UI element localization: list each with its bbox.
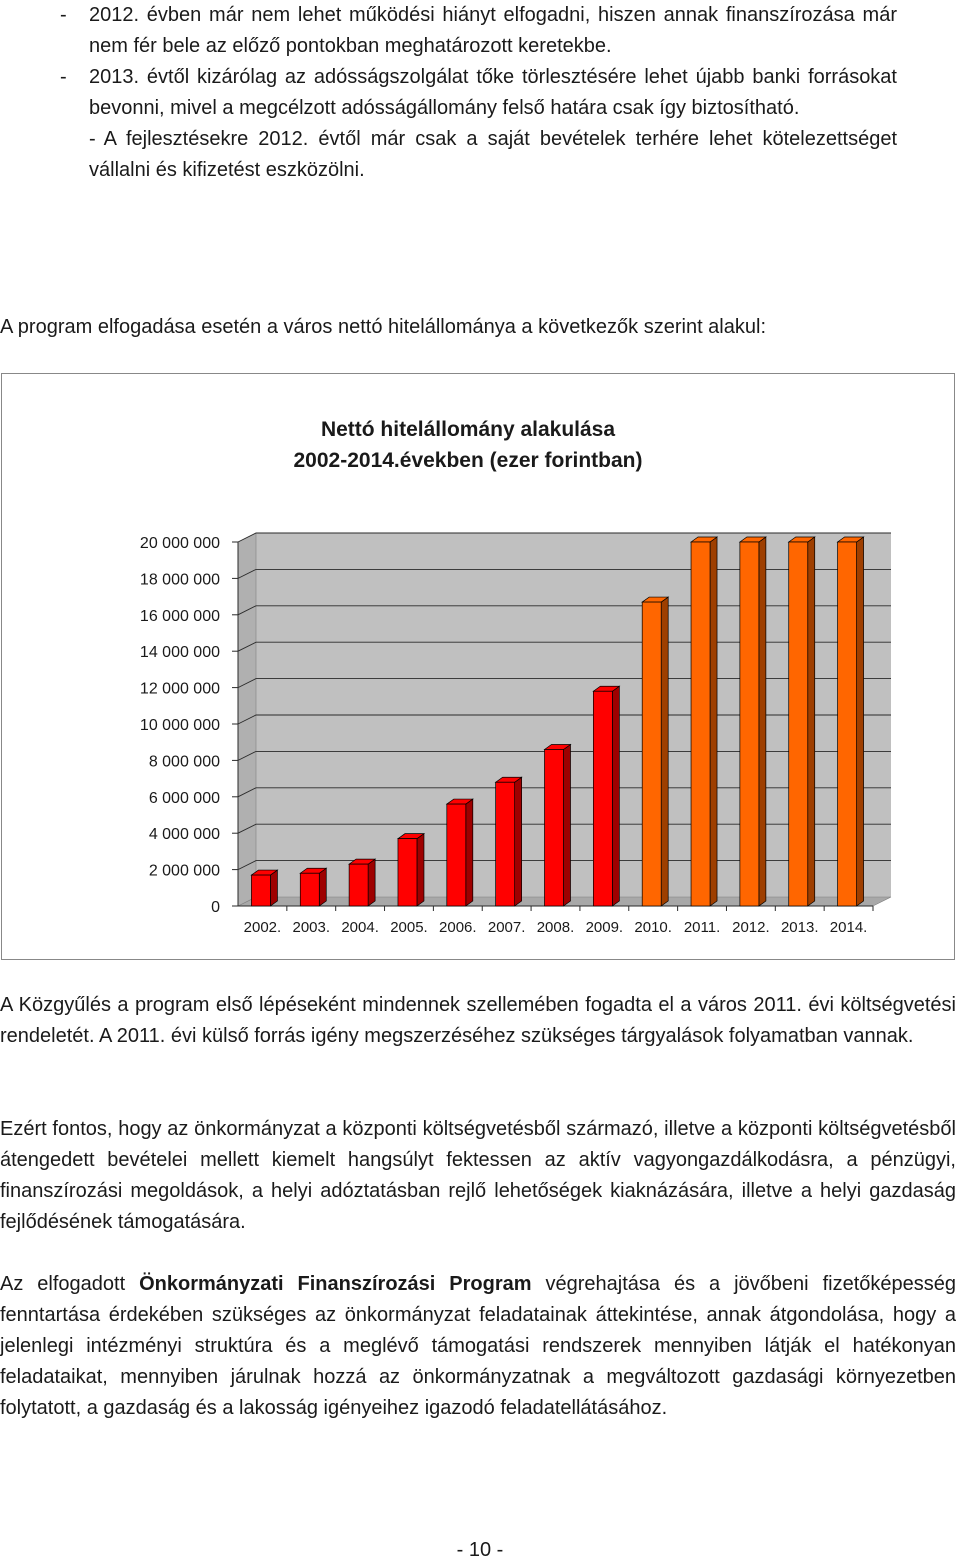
bullet-text: 2012. évben már nem lehet működési hiány…: [89, 4, 897, 57]
gridline: [237, 641, 891, 652]
x-tick-label: 2012.: [732, 919, 770, 936]
bar-side: [465, 798, 474, 907]
bar-side: [709, 536, 718, 907]
chart-title: Nettó hitelállomány alakulása: [321, 418, 615, 441]
bar: [837, 541, 857, 907]
paragraph-kozgyules: A Közgyűlés a program első lépéseként mi…: [0, 994, 956, 1047]
bullet-dash: -: [60, 66, 67, 88]
y-tick-label: 20 000 000: [140, 535, 220, 552]
y-tick-label: 10 000 000: [140, 717, 220, 734]
gridline: [237, 787, 891, 798]
x-tick-label: 2011.: [684, 919, 720, 936]
bar-side: [807, 536, 816, 907]
y-tick-label: 6 000 000: [149, 790, 220, 807]
gridline: [237, 823, 891, 834]
gridline: [237, 532, 891, 543]
y-tick-label: 14 000 000: [140, 644, 220, 661]
bar-side: [270, 869, 278, 907]
x-tick-label: 2010.: [634, 919, 672, 936]
y-tick-label: 8 000 000: [149, 753, 220, 770]
chart-wall: [238, 533, 891, 906]
bar-chart: Nettó hitelállomány alakulása 2002-2014.é…: [140, 418, 892, 936]
bar: [592, 690, 613, 907]
bar-side: [318, 867, 327, 907]
bullet-dash: -: [60, 4, 67, 26]
x-tick-label: 2005.: [390, 919, 428, 936]
x-tick-label: 2007.: [488, 919, 526, 936]
x-tick-label: 2013.: [781, 919, 819, 936]
paragraph-program: Az elfogadott Önkormányzati Finanszírozá…: [0, 1269, 956, 1424]
bullet-item: - 2013. évtől kizárólag az adósságszolgá…: [0, 62, 960, 124]
chart-subtitle: 2002-2014.években (ezer forintban): [294, 449, 643, 472]
chart-frame: Nettó hitelállomány alakulása 2002-2014.é…: [1, 373, 955, 960]
bar: [495, 781, 516, 907]
bar-side: [611, 685, 620, 907]
bar: [641, 601, 662, 907]
bar-side: [758, 536, 767, 907]
bar-side: [367, 858, 376, 907]
bar: [690, 541, 711, 907]
x-tick-label: 2009.: [586, 919, 624, 936]
bar-side: [514, 776, 523, 907]
paragraph-text: Az elfogadott: [0, 1273, 140, 1295]
x-tick-label: 2003.: [292, 919, 330, 936]
gridline: [237, 605, 891, 616]
bar: [788, 541, 809, 907]
y-tick-label: 4 000 000: [149, 826, 220, 843]
bullet-text: A fejlesztésekre 2012. évtől már csak a …: [89, 128, 897, 181]
bullet-list: - 2012. évben már nem lehet működési hiá…: [0, 0, 960, 186]
bar: [299, 872, 320, 907]
paragraph-text: végrehajtása és a jövőbeni fizetőképessé…: [0, 1273, 956, 1419]
bar: [348, 863, 369, 907]
x-tick-label: 2002.: [244, 919, 282, 936]
bullet-dash: -: [89, 128, 96, 150]
bar-side: [856, 536, 864, 907]
gridline: [237, 750, 891, 761]
bar: [544, 749, 564, 907]
x-tick-label: 2004.: [341, 919, 379, 936]
paragraph-fontos: Ezért fontos, hogy az önkormányzat a köz…: [0, 1118, 956, 1233]
bar: [739, 541, 760, 907]
bar: [251, 874, 271, 907]
x-tick-label: 2006.: [439, 919, 477, 936]
y-tick-label: 18 000 000: [140, 571, 220, 588]
y-tick-label: 2 000 000: [149, 863, 220, 880]
x-tick-label: 2014.: [830, 919, 868, 936]
bar-side: [660, 596, 669, 907]
bullet-item: -A fejlesztésekre 2012. évtől már csak a…: [0, 124, 960, 186]
intro-paragraph: A program elfogadása esetén a város nett…: [0, 316, 766, 338]
bullet-text: 2013. évtől kizárólag az adósságszolgála…: [89, 66, 897, 119]
y-tick-label: 12 000 000: [140, 681, 220, 698]
bullet-item: - 2012. évben már nem lehet működési hiá…: [0, 0, 960, 62]
bar: [446, 803, 467, 907]
program-name: Önkormányzati Finanszírozási Program: [139, 1273, 532, 1295]
bar: [397, 838, 418, 907]
y-tick-label: 0: [211, 899, 220, 916]
x-tick-label: 2008.: [537, 919, 575, 936]
gridline: [237, 678, 891, 689]
bar-side: [563, 743, 571, 907]
y-tick-label: 16 000 000: [140, 608, 220, 625]
gridline: [237, 568, 891, 579]
gridline: [237, 860, 891, 871]
bar-side: [416, 832, 425, 907]
page-number: - 10 -: [456, 1539, 504, 1561]
gridline: [237, 714, 891, 725]
